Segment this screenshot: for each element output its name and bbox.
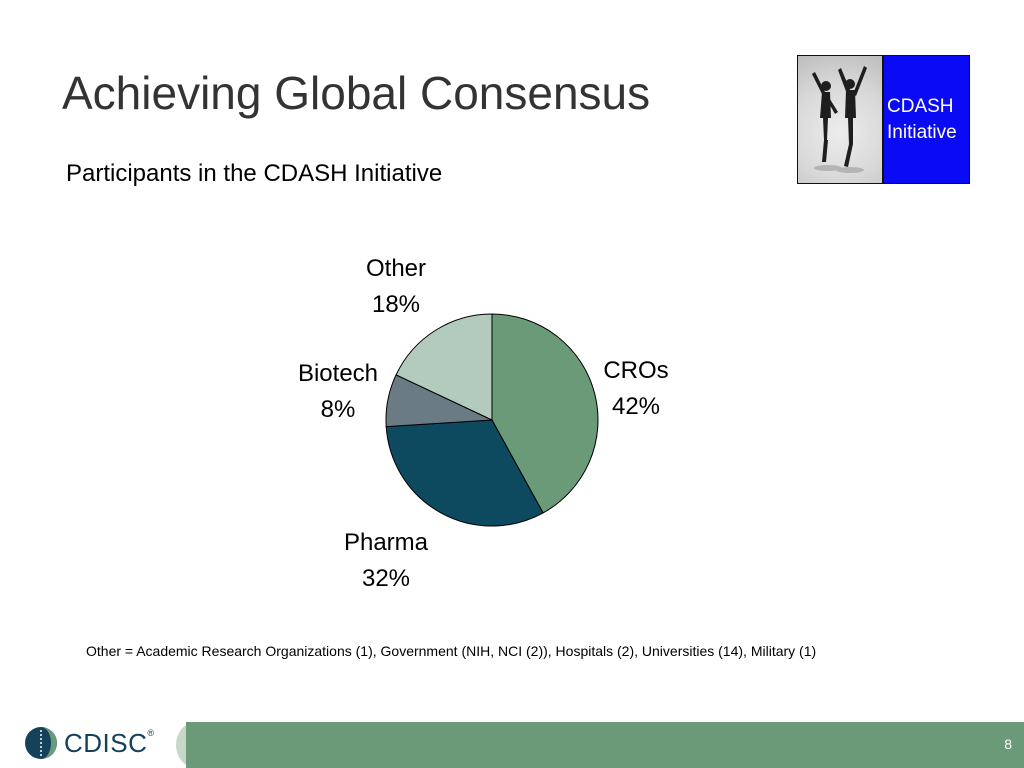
cdash-initiative-logo: CDASH Initiative	[797, 55, 970, 184]
cdisc-brand-text: CDISC	[64, 727, 148, 758]
slide-title: Achieving Global Consensus	[62, 67, 651, 119]
slice-percent-other: 18%	[372, 291, 420, 318]
footer-green-band: 8	[186, 722, 1024, 768]
cdisc-trademark: ®	[147, 727, 155, 738]
logo-line-2: Initiative	[887, 121, 957, 143]
page-number: 8	[1004, 736, 1012, 752]
footer-bar: 8	[0, 722, 1024, 768]
runners-photo-icon	[798, 56, 884, 183]
slice-label-other: Other	[366, 255, 426, 282]
slice-label-pharma: Pharma	[344, 529, 429, 556]
slice-percent-biotech: 8%	[321, 396, 356, 423]
cdisc-logo: CDISC®	[24, 726, 155, 760]
footnote-other-definition: Other = Academic Research Organizations …	[86, 643, 817, 659]
slice-label-biotech: Biotech	[298, 360, 378, 387]
slice-percent-pharma: 32%	[362, 565, 410, 592]
cdisc-helix-icon	[25, 727, 57, 759]
pie-slice-pharma	[385, 419, 544, 527]
cdisc-wordmark: CDISC®	[64, 728, 155, 759]
pie-slice-cros	[491, 313, 599, 514]
logo-line-1: CDASH	[887, 95, 954, 117]
slide-subtitle: Participants in the CDASH Initiative	[66, 160, 443, 187]
cdash-logo-text: CDASH Initiative	[884, 56, 969, 183]
pie-slice-other	[395, 313, 493, 421]
slice-percent-cros: 42%	[612, 393, 660, 420]
slice-label-cros: CROs	[603, 357, 668, 384]
participants-pie-chart: CROs 42% Pharma 32% Biotech 8% Other 18%	[298, 255, 669, 592]
